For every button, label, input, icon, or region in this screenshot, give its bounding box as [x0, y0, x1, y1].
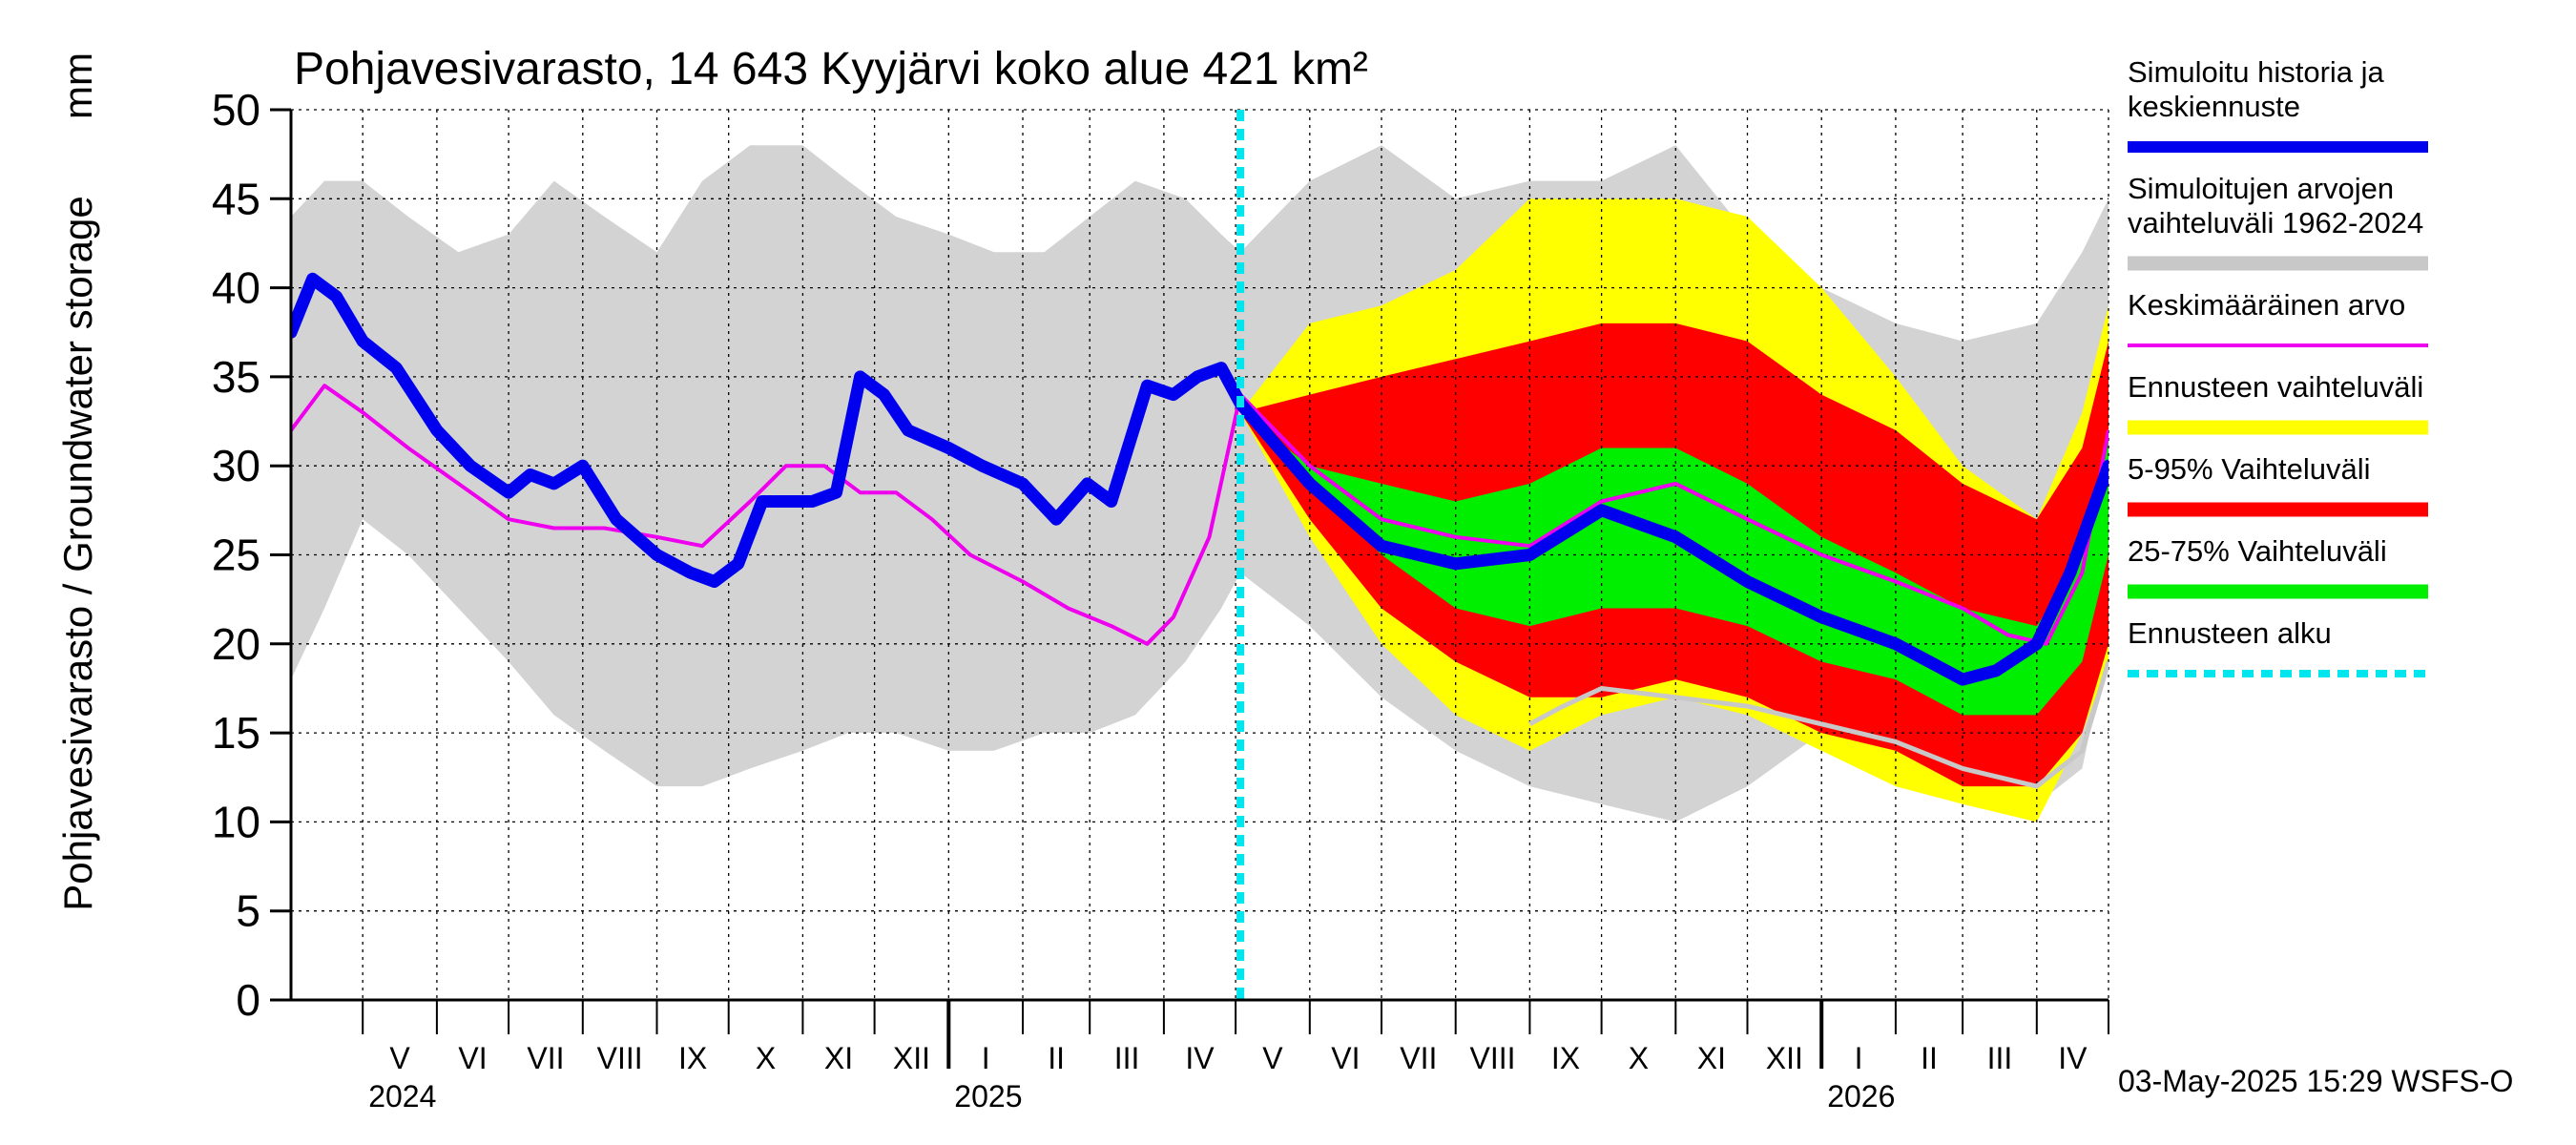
hist-min-line	[1528, 660, 2109, 789]
legend-label: keskiennuste	[2128, 90, 2300, 123]
legend-label: Ennusteen alku	[2128, 616, 2332, 650]
month-label: X	[756, 1041, 776, 1075]
legend-label: 25-75% Vaihteluväli	[2128, 534, 2387, 568]
legend-label: vaihteluväli 1962-2024	[2128, 206, 2423, 239]
month-label: IX	[1551, 1041, 1580, 1075]
month-label: II	[1921, 1041, 1938, 1075]
y-tick-label: 0	[236, 975, 260, 1025]
month-label: XI	[824, 1041, 853, 1075]
legend-item: Ennusteen alku	[2128, 616, 2428, 677]
month-label: VII	[527, 1041, 564, 1075]
month-label: III	[1114, 1041, 1140, 1075]
chart-title: Pohjavesivarasto, 14 643 Kyyjärvi koko a…	[294, 44, 1368, 94]
month-label: V	[389, 1041, 410, 1075]
y-tick-label: 40	[212, 263, 260, 313]
legend-label: 5-95% Vaihteluväli	[2128, 452, 2370, 486]
year-label: 2026	[1827, 1079, 1895, 1114]
month-label: I	[982, 1041, 990, 1075]
legend-item: Ennusteen vaihteluväli	[2128, 370, 2428, 435]
y-tick-label: 20	[212, 619, 260, 669]
month-label: XI	[1697, 1041, 1726, 1075]
y-tick-label: 35	[212, 352, 260, 402]
legend-label: Ennusteen vaihteluväli	[2128, 370, 2423, 404]
y-tick-label: 25	[212, 531, 260, 580]
timestamp: 03-May-2025 15:29 WSFS-O	[2118, 1064, 2513, 1098]
month-label: VIII	[597, 1041, 643, 1075]
month-label: IV	[1185, 1041, 1215, 1075]
y-tick-label: 15	[212, 708, 260, 758]
month-label: VI	[1331, 1041, 1360, 1075]
legend-item: 25-75% Vaihteluväli	[2128, 534, 2428, 599]
mean-line	[291, 384, 2109, 646]
y-tick-label: 10	[212, 797, 260, 846]
y-tick-label: 5	[236, 886, 260, 936]
legend-label: Simuloitu historia ja	[2128, 55, 2385, 89]
y-tick-label: 50	[212, 85, 260, 135]
legend: Simuloitu historia jakeskiennusteSimuloi…	[2128, 55, 2428, 677]
month-label: XII	[893, 1041, 930, 1075]
month-label: II	[1048, 1041, 1065, 1075]
simulated-history-line	[291, 272, 2109, 686]
month-label: VIII	[1470, 1041, 1516, 1075]
y-axis-unit: mm	[55, 52, 100, 119]
month-label: IV	[2058, 1041, 2088, 1075]
month-label: VI	[458, 1041, 487, 1075]
month-label: I	[1855, 1041, 1863, 1075]
month-label: VII	[1400, 1041, 1437, 1075]
month-label: III	[1987, 1041, 2013, 1075]
month-label: XII	[1766, 1041, 1803, 1075]
legend-label: Keskimääräinen arvo	[2128, 288, 2405, 322]
y-tick-label: 30	[212, 441, 260, 490]
legend-item: 5-95% Vaihteluväli	[2128, 452, 2428, 517]
legend-label: Simuloitujen arvojen	[2128, 172, 2394, 205]
y-tick-label: 45	[212, 174, 260, 223]
month-label: IX	[678, 1041, 707, 1075]
legend-item: Keskimääräinen arvo	[2128, 288, 2428, 347]
year-label: 2024	[368, 1079, 436, 1114]
month-label: V	[1262, 1041, 1283, 1075]
lines-layer	[291, 110, 2109, 1000]
month-label: X	[1629, 1041, 1649, 1075]
y-axis-label: Pohjavesivarasto / Groundwater storage	[55, 196, 100, 910]
year-label: 2025	[954, 1079, 1022, 1114]
